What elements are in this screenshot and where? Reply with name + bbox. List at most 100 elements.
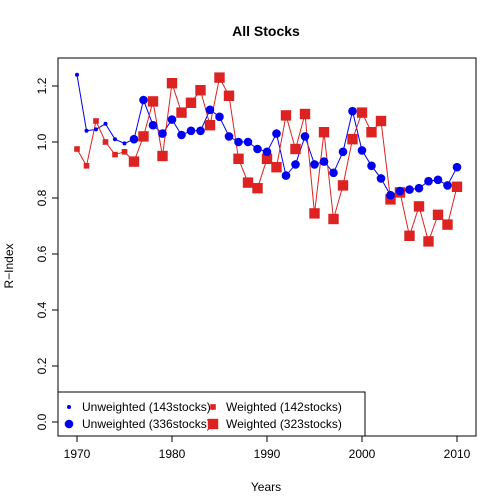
unweighted-336-point bbox=[177, 130, 186, 140]
unweighted-336-point bbox=[310, 160, 319, 169]
weighted-323-point bbox=[280, 110, 292, 121]
legend-label: Weighted (142stocks) bbox=[226, 400, 342, 414]
unweighted-336-point bbox=[281, 171, 291, 180]
weighted-323-point bbox=[195, 85, 206, 96]
weighted-323-point bbox=[176, 107, 187, 118]
x-tick-label: 1990 bbox=[254, 447, 281, 461]
weighted-323-point bbox=[413, 201, 425, 212]
legend-marker bbox=[207, 418, 219, 430]
unweighted-336-point bbox=[386, 190, 395, 200]
x-tick-label: 2010 bbox=[444, 447, 471, 461]
weighted-323-point bbox=[299, 108, 311, 120]
unweighted-336-point bbox=[319, 157, 329, 166]
axes: 1970 1980 1990 2000 2010 0.0 0.2 0.4 0.6 0.8 1.0 1.… bbox=[35, 77, 471, 461]
legend-marker bbox=[67, 405, 71, 409]
y-tick-label: 0.8 bbox=[35, 189, 49, 206]
unweighted-336-point bbox=[139, 95, 148, 105]
y-tick-label: 0.6 bbox=[35, 245, 49, 262]
unweighted-336-point bbox=[405, 185, 414, 194]
unweighted-336-point bbox=[215, 112, 224, 122]
unweighted-143-point bbox=[122, 141, 127, 146]
unweighted-336-point bbox=[148, 120, 158, 130]
weighted-143-point bbox=[102, 139, 109, 145]
unweighted-143-point bbox=[103, 121, 108, 126]
weighted-143-point bbox=[121, 149, 128, 155]
weighted-323-point bbox=[309, 208, 320, 219]
unweighted-336-point bbox=[367, 161, 376, 171]
weighted-323-point bbox=[271, 162, 282, 173]
legend-label: Weighted (323stocks) bbox=[226, 417, 342, 431]
unweighted-336-point bbox=[348, 106, 357, 116]
weighted-323-point bbox=[233, 153, 244, 164]
y-tick-label: 0.0 bbox=[35, 413, 49, 430]
weighted-323-point bbox=[442, 219, 453, 230]
series-markers bbox=[74, 72, 463, 247]
unweighted-336-point bbox=[452, 162, 462, 172]
unweighted-336-point bbox=[443, 181, 452, 190]
unweighted-336-point bbox=[329, 168, 338, 178]
unweighted-336-point bbox=[196, 126, 205, 136]
chart-title: All Stocks bbox=[232, 23, 300, 39]
unweighted-336-point bbox=[205, 105, 215, 115]
y-tick-label: 1.0 bbox=[35, 133, 49, 150]
weighted-323-point bbox=[404, 230, 415, 241]
weighted-323-point bbox=[252, 183, 263, 194]
weighted-323-point bbox=[318, 127, 330, 138]
y-tick-label: 0.2 bbox=[35, 357, 49, 374]
legend-marker bbox=[64, 419, 74, 429]
unweighted-336-point bbox=[300, 132, 310, 141]
unweighted-336-point bbox=[424, 176, 433, 186]
plot-frame bbox=[57, 57, 477, 437]
y-tick-label: 0.4 bbox=[35, 301, 49, 318]
x-tick-label: 1980 bbox=[159, 447, 186, 461]
x-tick-label: 1970 bbox=[64, 447, 91, 461]
unweighted-143-point bbox=[84, 128, 89, 133]
weighted-323-point bbox=[242, 177, 254, 188]
weighted-143-point bbox=[83, 163, 90, 169]
weighted-323-point bbox=[423, 236, 434, 247]
unweighted-336-point bbox=[395, 186, 405, 196]
unweighted-336-point bbox=[224, 132, 234, 141]
legend-label: Unweighted (336stocks) bbox=[82, 417, 211, 431]
unweighted-336-point bbox=[253, 144, 262, 154]
unweighted-143-point bbox=[75, 72, 79, 77]
unweighted-143-point bbox=[94, 127, 98, 132]
weighted-323-point bbox=[337, 180, 349, 191]
weighted-143-point bbox=[74, 146, 80, 152]
unweighted-336-point bbox=[129, 134, 139, 144]
unweighted-336-point bbox=[357, 146, 367, 155]
weighted-143-point bbox=[93, 118, 99, 124]
weighted-323-point bbox=[451, 181, 463, 192]
legend-marker bbox=[210, 404, 216, 410]
weighted-323-point bbox=[375, 115, 387, 127]
x-tick-label: 2000 bbox=[349, 447, 376, 461]
y-axis-label: R−Index bbox=[2, 243, 16, 288]
unweighted-336-point bbox=[414, 183, 424, 193]
weighted-323-point bbox=[185, 97, 197, 108]
weighted-323-point bbox=[290, 143, 301, 155]
unweighted-336-point bbox=[167, 115, 177, 124]
weighted-323-point bbox=[366, 127, 377, 138]
unweighted-336-point bbox=[376, 174, 386, 183]
unweighted-336-point bbox=[291, 160, 300, 169]
weighted-323-point bbox=[347, 134, 358, 145]
y-tick-label: 1.2 bbox=[35, 77, 49, 94]
unweighted-336-point bbox=[158, 129, 167, 138]
unweighted-336-point bbox=[243, 137, 253, 147]
weighted-323-point bbox=[214, 72, 225, 83]
weighted-323-point bbox=[166, 78, 178, 89]
legend: Unweighted (143stocks) Unweighted (336sto… bbox=[57, 391, 366, 437]
weighted-143-point bbox=[112, 151, 118, 158]
weighted-323-point bbox=[157, 150, 168, 162]
unweighted-336-point bbox=[234, 137, 243, 147]
weighted-323-point bbox=[261, 153, 273, 164]
x-axis-label: Years bbox=[251, 480, 281, 494]
unweighted-336-point bbox=[433, 175, 443, 185]
weighted-323-point bbox=[128, 156, 140, 167]
legend-label: Unweighted (143stocks) bbox=[82, 400, 211, 414]
unweighted-143-point bbox=[113, 137, 117, 142]
unweighted-336-point bbox=[272, 129, 281, 138]
weighted-323-point bbox=[223, 90, 235, 101]
weighted-323-point bbox=[356, 107, 368, 118]
